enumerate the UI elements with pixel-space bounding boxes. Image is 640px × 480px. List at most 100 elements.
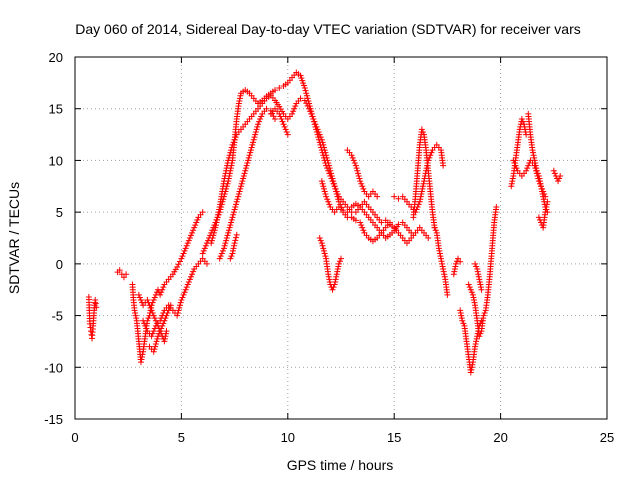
data-point — [272, 87, 279, 94]
data-point — [157, 291, 164, 298]
data-point — [154, 335, 161, 342]
data-point — [438, 258, 445, 265]
data-point — [158, 325, 165, 332]
data-point — [374, 193, 381, 200]
data-point — [140, 317, 147, 324]
data-point — [289, 110, 296, 117]
data-point — [176, 304, 183, 311]
data-point — [165, 307, 172, 314]
series-arc-16 — [410, 126, 438, 231]
data-point — [147, 304, 154, 311]
data-point — [326, 165, 333, 172]
data-point — [318, 136, 325, 143]
data-point — [150, 348, 157, 355]
data-point — [290, 108, 297, 115]
data-point — [326, 201, 333, 208]
data-point — [419, 183, 426, 190]
data-point — [228, 216, 235, 223]
data-point — [536, 178, 543, 185]
data-point — [317, 237, 324, 244]
data-point — [513, 165, 520, 172]
data-point — [332, 278, 339, 285]
data-point — [229, 141, 236, 148]
data-point — [233, 234, 240, 241]
data-point — [331, 281, 338, 288]
data-point — [255, 121, 262, 128]
data-point — [224, 162, 231, 169]
data-point — [88, 331, 95, 338]
data-point — [146, 302, 153, 309]
data-point — [276, 110, 283, 117]
data-point — [143, 325, 150, 332]
data-point — [150, 297, 157, 304]
data-point — [222, 172, 229, 179]
data-point — [323, 193, 330, 200]
data-point — [181, 289, 188, 296]
data-point — [185, 237, 192, 244]
data-point — [237, 92, 244, 99]
data-point — [224, 232, 231, 239]
series-arc-25 — [535, 198, 551, 231]
data-point — [510, 157, 517, 164]
data-point — [223, 235, 230, 241]
data-point — [233, 201, 240, 208]
data-point — [508, 183, 515, 190]
data-point — [167, 302, 174, 309]
data-point — [321, 250, 328, 257]
data-point — [524, 165, 531, 172]
data-point — [544, 198, 551, 205]
data-point — [518, 116, 525, 123]
data-point — [306, 105, 313, 112]
data-point — [164, 309, 171, 316]
data-point — [476, 278, 483, 285]
series-arc-19 — [457, 307, 485, 376]
data-point — [301, 85, 308, 92]
data-point — [178, 255, 185, 262]
data-point — [473, 263, 480, 270]
data-point — [238, 180, 245, 187]
data-point — [322, 149, 329, 156]
data-point — [213, 219, 220, 226]
data-point — [144, 297, 151, 304]
data-point — [474, 266, 481, 273]
data-point — [336, 258, 343, 265]
data-point — [320, 245, 327, 252]
data-point — [86, 320, 93, 327]
data-points — [85, 69, 564, 376]
x-tick-label: 20 — [493, 430, 507, 445]
data-point — [551, 170, 558, 177]
data-point — [323, 154, 330, 161]
data-point — [556, 175, 563, 182]
data-point — [256, 118, 263, 125]
data-point — [133, 315, 140, 322]
data-point — [282, 126, 289, 133]
data-point — [329, 175, 336, 182]
series-arc-12 — [316, 235, 344, 293]
y-tick-label: 5 — [56, 205, 63, 220]
data-point — [335, 263, 342, 270]
data-point — [163, 328, 170, 335]
data-point — [280, 121, 287, 128]
data-point — [352, 217, 359, 224]
data-point — [184, 281, 191, 288]
data-point — [469, 291, 476, 298]
data-point — [92, 297, 99, 304]
data-point — [248, 144, 255, 151]
data-point — [182, 286, 189, 293]
data-point — [215, 211, 222, 218]
data-point — [145, 299, 152, 306]
data-point — [263, 105, 270, 112]
data-point — [451, 266, 458, 273]
data-point — [466, 284, 473, 291]
data-point — [332, 185, 339, 192]
data-point — [357, 219, 364, 226]
data-point — [152, 343, 159, 350]
data-point — [324, 196, 331, 203]
data-point — [303, 90, 310, 97]
series-arc-14 — [344, 147, 381, 200]
data-point — [297, 95, 304, 102]
data-point — [431, 224, 438, 231]
data-point — [284, 131, 291, 138]
data-point — [240, 172, 247, 179]
data-point — [477, 330, 484, 337]
